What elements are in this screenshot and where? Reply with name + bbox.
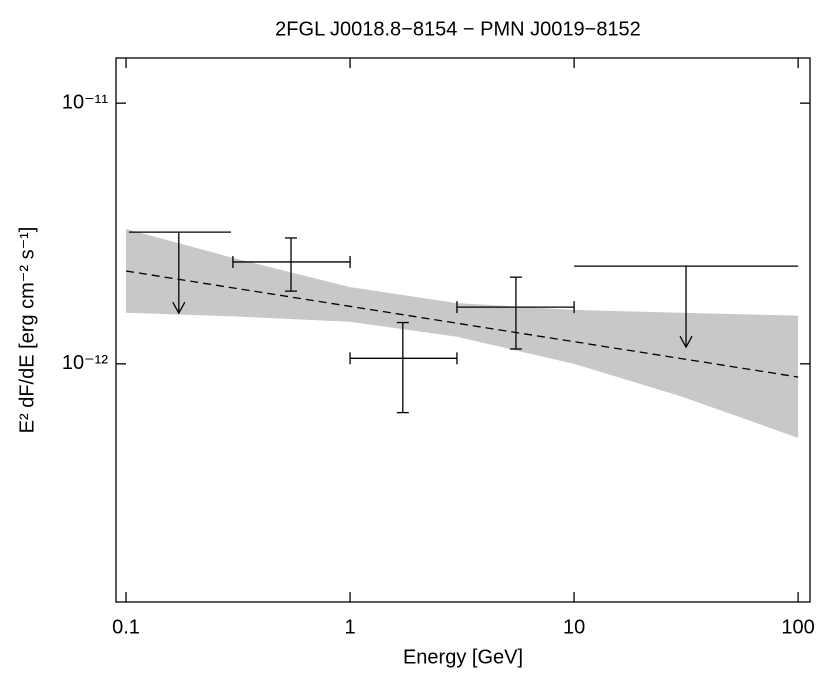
x-tick-label: 10 [563,616,585,638]
y-axis-label: E² dF/dE [erg cm⁻² s⁻¹] [16,227,38,434]
x-tick-label: 1 [344,616,355,638]
x-tick-label: 100 [781,616,814,638]
x-axis-label: Energy [GeV] [403,646,523,668]
plot-frame [115,57,811,603]
chart-title: 2FGL J0018.8−8154 − PMN J0019−8152 [275,18,641,40]
x-tick-label: 0.1 [112,616,140,638]
arrow-head [172,301,186,315]
y-tick-label: 10⁻¹² [62,352,108,374]
model-line [125,270,799,378]
confidence-band [126,229,799,438]
arrow-head [679,335,693,349]
y-tick-label: 10⁻¹¹ [62,91,108,113]
